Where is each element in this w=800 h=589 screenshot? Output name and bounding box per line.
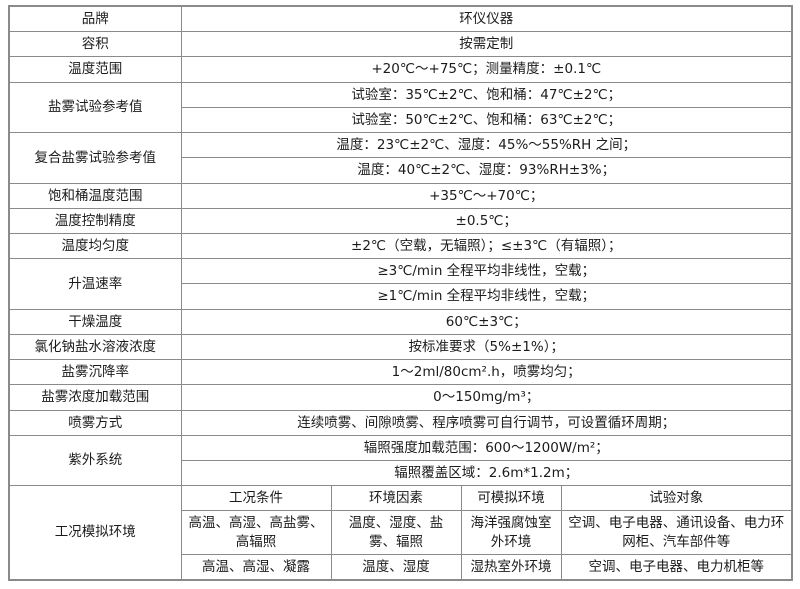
row-label-saturated-barrel-temp: 饱和桶温度范围 (8, 182, 182, 209)
matrix-header-environmental-factor: 环境因素 (330, 485, 462, 512)
row-value-saturated-barrel-temp: +35℃～+70℃； (180, 182, 793, 209)
row-label-volume: 容积 (8, 31, 182, 58)
table-row: 饱和桶温度范围 +35℃～+70℃； (8, 182, 793, 209)
row-label-salt-spray-ref: 盐雾试验参考值 (8, 81, 182, 134)
table-row: 品牌 环仪仪器 (8, 5, 793, 33)
row-label-temp-uniformity: 温度均匀度 (8, 232, 182, 260)
matrix-cell-object-2: 空调、电子电器、电力机柜等 (560, 553, 793, 581)
table-row: 容积 按需定制 (8, 31, 793, 58)
row-value-salt-concentration-range: 0～150mg/m³； (180, 384, 793, 411)
spec-table-body: 品牌 环仪仪器 容积 按需定制 温度范围 +20℃～+75℃；测量精度：±0.1… (8, 5, 793, 581)
row-label-salt-concentration-range: 盐雾浓度加载范围 (8, 384, 182, 411)
row-label-brand: 品牌 (8, 5, 182, 33)
specification-table: 品牌 环仪仪器 容积 按需定制 温度范围 +20℃～+75℃；测量精度：±0.1… (8, 5, 793, 582)
row-label-temp-control-accuracy: 温度控制精度 (8, 207, 182, 234)
row-value-settling-rate: 1～2ml/80cm².h，喷雾均匀； (180, 359, 793, 386)
table-row: 高温、高湿、高盐雾、高辐照 温度、湿度、盐雾、辐照 海洋强腐蚀室外环境 空调、电… (9, 510, 793, 555)
table-row: 温度范围 +20℃～+75℃；测量精度：±0.1℃ (8, 56, 793, 83)
matrix-cell-factor-2: 温度、湿度 (330, 553, 462, 581)
row-value-uv-system-2: 辐照覆盖区域：2.6m*1.2m； (180, 459, 793, 487)
table-row: 试验室：50℃±2℃、饱和桶：63℃±2℃； (9, 106, 793, 134)
table-row: 盐雾沉降率 1～2ml/80cm².h，喷雾均匀； (8, 359, 793, 386)
matrix-cell-factor-1: 温度、湿度、盐雾、辐照 (330, 510, 462, 555)
table-row: 氯化钠盐水溶液浓度 按标准要求（5%±1%）； (8, 333, 793, 361)
table-row: 辐照覆盖区域：2.6m*1.2m； (9, 459, 793, 487)
table-row: 高温、高湿、凝露 温度、湿度 湿热室外环境 空调、电子电器、电力机柜等 (9, 553, 793, 581)
row-value-composite-salt-ref-2: 温度：40℃±2℃、湿度：93%RH±3%； (180, 157, 793, 184)
row-value-heating-rate-2: ≥1℃/min 全程平均非线性，空载； (180, 283, 793, 310)
row-value-temp-uniformity: ±2℃（空载，无辐照）；≤±3℃（有辐照）； (180, 232, 793, 260)
row-label-settling-rate: 盐雾沉降率 (8, 359, 182, 386)
row-label-composite-salt-ref: 复合盐雾试验参考值 (8, 132, 182, 184)
row-value-salt-spray-ref-1: 试验室：35℃±2℃、饱和桶：47℃±2℃； (180, 81, 793, 108)
row-label-drying-temp: 干燥温度 (8, 308, 182, 335)
matrix-header-simulatable-environment: 可模拟环境 (460, 485, 562, 512)
row-value-drying-temp: 60℃±3℃； (180, 308, 793, 335)
table-row: 温度均匀度 ±2℃（空载，无辐照）；≤±3℃（有辐照）； (8, 232, 793, 260)
row-value-nacl-concentration: 按标准要求（5%±1%）； (180, 333, 793, 361)
matrix-header-working-condition: 工况条件 (180, 485, 332, 512)
row-value-temp-range: +20℃～+75℃；测量精度：±0.1℃ (180, 56, 793, 83)
row-label-uv-system: 紫外系统 (8, 434, 182, 487)
matrix-cell-object-1: 空调、电子电器、通讯设备、电力环网柜、汽车部件等 (560, 510, 793, 555)
matrix-cell-condition-2: 高温、高湿、凝露 (180, 553, 332, 581)
table-row: 复合盐雾试验参考值 温度：23℃±2℃、湿度：45%～55%RH 之间； (8, 132, 793, 184)
row-value-volume: 按需定制 (180, 31, 793, 58)
table-row: 温度控制精度 ±0.5℃； (8, 207, 793, 234)
table-row: 升温速率 ≥3℃/min 全程平均非线性，空载； (8, 258, 793, 310)
table-row: 紫外系统 辐照强度加载范围：600～1200W/m²； (8, 434, 793, 487)
row-label-nacl-concentration: 氯化钠盐水溶液浓度 (8, 333, 182, 361)
row-value-brand: 环仪仪器 (180, 5, 793, 33)
spec-table-container: 品牌 环仪仪器 容积 按需定制 温度范围 +20℃～+75℃；测量精度：±0.1… (8, 5, 793, 582)
table-row: 喷雾方式 连续喷雾、间隙喷雾、程序喷雾可自行调节，可设置循环周期； (8, 409, 793, 436)
matrix-cell-condition-1: 高温、高湿、高盐雾、高辐照 (180, 510, 332, 555)
row-label-condition-simulation-env: 工况模拟环境 (8, 485, 182, 581)
matrix-header-test-object: 试验对象 (560, 485, 793, 512)
row-value-composite-salt-ref-1: 温度：23℃±2℃、湿度：45%～55%RH 之间； (180, 132, 793, 159)
row-label-temp-range: 温度范围 (8, 56, 182, 83)
row-label-heating-rate: 升温速率 (8, 258, 182, 310)
row-value-uv-system-1: 辐照强度加载范围：600～1200W/m²； (180, 434, 793, 461)
matrix-cell-environment-2: 湿热室外环境 (460, 553, 562, 581)
table-row: 盐雾浓度加载范围 0～150mg/m³； (8, 384, 793, 411)
row-value-heating-rate-1: ≥3℃/min 全程平均非线性，空载； (180, 258, 793, 285)
matrix-cell-environment-1: 海洋强腐蚀室外环境 (460, 510, 562, 555)
table-row: 干燥温度 60℃±3℃； (8, 308, 793, 335)
table-row: 盐雾试验参考值 试验室：35℃±2℃、饱和桶：47℃±2℃； (8, 81, 793, 134)
table-row: 工况模拟环境 工况条件 环境因素 可模拟环境 试验对象 (8, 485, 793, 581)
row-value-spray-mode: 连续喷雾、间隙喷雾、程序喷雾可自行调节，可设置循环周期； (180, 409, 793, 436)
row-label-spray-mode: 喷雾方式 (8, 409, 182, 436)
row-value-temp-control-accuracy: ±0.5℃； (180, 207, 793, 234)
row-value-salt-spray-ref-2: 试验室：50℃±2℃、饱和桶：63℃±2℃； (180, 106, 793, 134)
